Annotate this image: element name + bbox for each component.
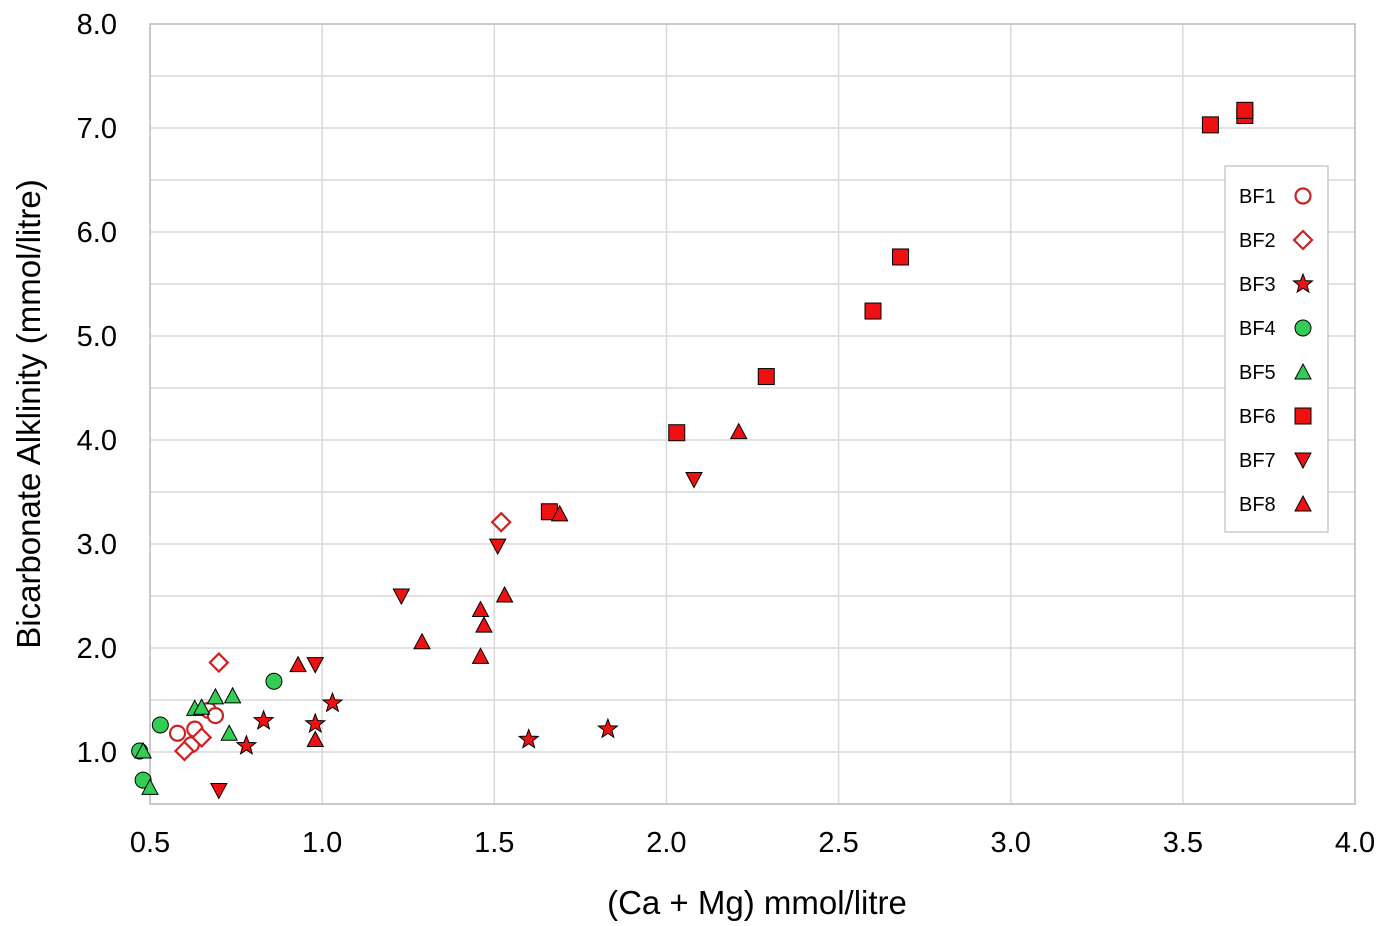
data-point-bf3 bbox=[597, 717, 619, 739]
series-bf2 bbox=[173, 511, 512, 762]
data-point-bf6 bbox=[1236, 101, 1254, 119]
legend-item-bf8: BF8 bbox=[1239, 494, 1312, 516]
legend-item-bf4: BF4 bbox=[1239, 318, 1312, 340]
legend-item-bf6: BF6 bbox=[1239, 406, 1312, 428]
data-point-bf1 bbox=[168, 724, 187, 742]
series-bf7 bbox=[210, 472, 703, 800]
grid bbox=[149, 23, 1356, 805]
x-tick-label: 4.0 bbox=[1335, 827, 1375, 859]
legend-marker-bf1 bbox=[1294, 187, 1312, 205]
data-point-bf6 bbox=[892, 248, 910, 266]
legend-item-bf1: BF1 bbox=[1239, 186, 1312, 208]
data-point-bf3 bbox=[517, 728, 540, 749]
x-tick-label: 1.0 bbox=[302, 827, 342, 859]
series-bf4 bbox=[131, 672, 283, 789]
y-tick-label: 6.0 bbox=[77, 217, 117, 249]
data-point-bf7 bbox=[685, 472, 703, 489]
legend-marker-bf7 bbox=[1294, 452, 1312, 470]
data-point-bf8 bbox=[413, 632, 431, 650]
legend-marker-bf8 bbox=[1294, 494, 1312, 512]
plot-area-border bbox=[149, 23, 1356, 805]
data-point-bf5 bbox=[206, 687, 225, 705]
legend-marker-bf4 bbox=[1294, 319, 1312, 337]
legend-item-bf3: BF3 bbox=[1239, 272, 1314, 296]
y-tick-label: 1.0 bbox=[77, 737, 117, 769]
x-tick-label: 3.0 bbox=[991, 827, 1031, 859]
data-point-bf5 bbox=[223, 686, 242, 704]
data-point-bf6 bbox=[668, 424, 686, 442]
data-point-bf2 bbox=[191, 726, 213, 748]
legend: BF1 BF2 BF3 BF4 BF5 BF6 BF7 BF8 bbox=[1224, 165, 1329, 533]
legend-marker-bf3 bbox=[1292, 272, 1314, 294]
legend-label: BF3 bbox=[1239, 274, 1276, 296]
legend-item-bf2: BF2 bbox=[1239, 229, 1314, 252]
data-point-bf5 bbox=[220, 724, 239, 741]
legend-label: BF1 bbox=[1239, 186, 1276, 208]
x-axis-ticks: 0.5 1.0 1.5 2.0 2.5 3.0 3.5 4.0 bbox=[130, 827, 1375, 859]
legend-marker-bf5 bbox=[1294, 362, 1312, 380]
data-point-bf7 bbox=[306, 657, 325, 674]
legend-item-bf7: BF7 bbox=[1239, 450, 1312, 472]
y-tick-label: 7.0 bbox=[77, 113, 117, 145]
data-point-bf8 bbox=[306, 730, 325, 748]
y-tick-label: 4.0 bbox=[77, 425, 117, 457]
x-tick-label: 3.5 bbox=[1163, 827, 1203, 859]
legend-marker-bf2 bbox=[1292, 229, 1314, 251]
y-tick-label: 2.0 bbox=[77, 633, 117, 665]
data-point-bf8 bbox=[495, 585, 514, 603]
legend-item-bf5: BF5 bbox=[1239, 362, 1312, 384]
legend-marker-bf6 bbox=[1294, 407, 1312, 425]
y-axis-ticks: 1.0 2.0 3.0 4.0 5.0 6.0 7.0 8.0 bbox=[77, 9, 117, 769]
data-point-bf8 bbox=[729, 422, 748, 440]
data-point-bf2 bbox=[208, 652, 230, 674]
data-point-bf5 bbox=[192, 698, 211, 715]
data-point-bf8 bbox=[550, 504, 569, 522]
data-point-bf2 bbox=[173, 740, 195, 762]
y-tick-label: 5.0 bbox=[77, 321, 117, 353]
data-point-bf6 bbox=[864, 302, 882, 320]
data-point-bf7 bbox=[488, 538, 507, 556]
data-point-bf3 bbox=[252, 709, 275, 731]
data-point-bf7 bbox=[210, 782, 228, 800]
data-point-bf6 bbox=[1201, 116, 1219, 134]
legend-label: BF5 bbox=[1239, 362, 1276, 384]
legend-label: BF6 bbox=[1239, 406, 1276, 428]
data-points bbox=[131, 101, 1254, 800]
data-point-bf5 bbox=[134, 741, 152, 759]
data-point-bf7 bbox=[392, 588, 411, 606]
x-tick-label: 0.5 bbox=[130, 827, 170, 859]
data-point-bf2 bbox=[490, 511, 512, 533]
data-point-bf4 bbox=[265, 672, 283, 690]
legend-label: BF4 bbox=[1239, 318, 1276, 340]
y-tick-label: 3.0 bbox=[77, 529, 117, 561]
series-bf3 bbox=[235, 691, 619, 756]
series-bf5 bbox=[134, 686, 242, 795]
x-axis-title: (Ca + Mg) mmol/litre bbox=[607, 884, 907, 921]
series-bf8 bbox=[289, 422, 748, 748]
legend-box bbox=[1224, 165, 1329, 533]
legend-label: BF8 bbox=[1239, 494, 1276, 516]
data-point-bf8 bbox=[471, 600, 490, 618]
x-tick-label: 2.0 bbox=[646, 827, 686, 859]
data-point-bf8 bbox=[289, 655, 307, 673]
data-point-bf3 bbox=[304, 712, 327, 734]
legend-label: BF2 bbox=[1239, 230, 1276, 252]
data-point-bf5 bbox=[141, 778, 159, 795]
y-tick-label: 8.0 bbox=[77, 9, 117, 41]
y-axis-title: Bicarbonate Alklinity (mmol/litre) bbox=[10, 179, 47, 648]
x-tick-label: 1.5 bbox=[474, 827, 514, 859]
data-point-bf3 bbox=[235, 734, 258, 756]
data-point-bf3 bbox=[321, 691, 344, 713]
data-point-bf1 bbox=[206, 706, 225, 725]
legend-label: BF7 bbox=[1239, 450, 1276, 472]
data-point-bf8 bbox=[475, 616, 493, 633]
x-tick-label: 2.5 bbox=[818, 827, 858, 859]
series-bf6 bbox=[540, 101, 1254, 521]
data-point-bf6 bbox=[757, 368, 775, 386]
data-point-bf4 bbox=[151, 716, 169, 734]
data-point-bf8 bbox=[471, 647, 490, 664]
